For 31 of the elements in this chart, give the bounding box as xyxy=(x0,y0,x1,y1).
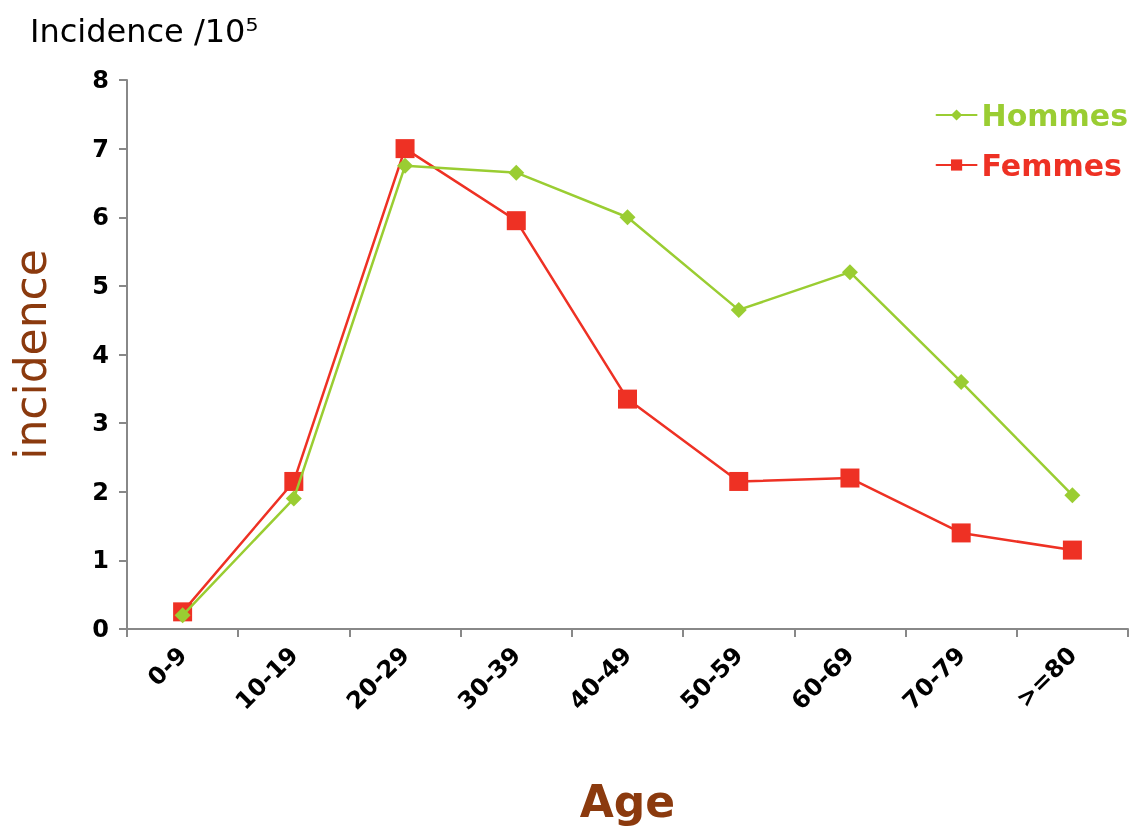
y-tick-label: 7 xyxy=(92,134,109,163)
y-tick-label: 5 xyxy=(92,271,109,300)
point xyxy=(618,389,637,409)
chart-title: Incidence /10⁵ xyxy=(30,12,259,50)
x-axis-title: Age xyxy=(579,775,676,827)
y-tick-label: 8 xyxy=(92,66,109,94)
point xyxy=(506,211,526,231)
y-tick-label: 2 xyxy=(92,477,109,506)
point xyxy=(395,139,415,159)
point xyxy=(508,164,525,181)
point xyxy=(840,468,860,488)
point xyxy=(953,373,970,390)
point xyxy=(1062,540,1082,560)
point xyxy=(729,471,749,491)
y-tick-label: 3 xyxy=(92,409,109,438)
x-tick-label: 0-9 xyxy=(142,641,193,692)
y-tick-label: 6 xyxy=(92,203,109,232)
point xyxy=(951,523,971,543)
point xyxy=(285,490,302,507)
y-tick-label: 4 xyxy=(92,340,109,369)
point xyxy=(730,301,747,318)
point xyxy=(397,157,414,174)
point xyxy=(841,264,858,281)
legend-label: Hommes xyxy=(981,97,1129,133)
y-tick-label: 0 xyxy=(92,615,109,643)
point xyxy=(1064,487,1081,504)
y-axis-title: incidence xyxy=(4,249,56,460)
point xyxy=(619,209,636,226)
point xyxy=(174,607,191,624)
y-tick-label: 1 xyxy=(92,546,109,575)
legend-label: Femmes xyxy=(981,147,1122,183)
